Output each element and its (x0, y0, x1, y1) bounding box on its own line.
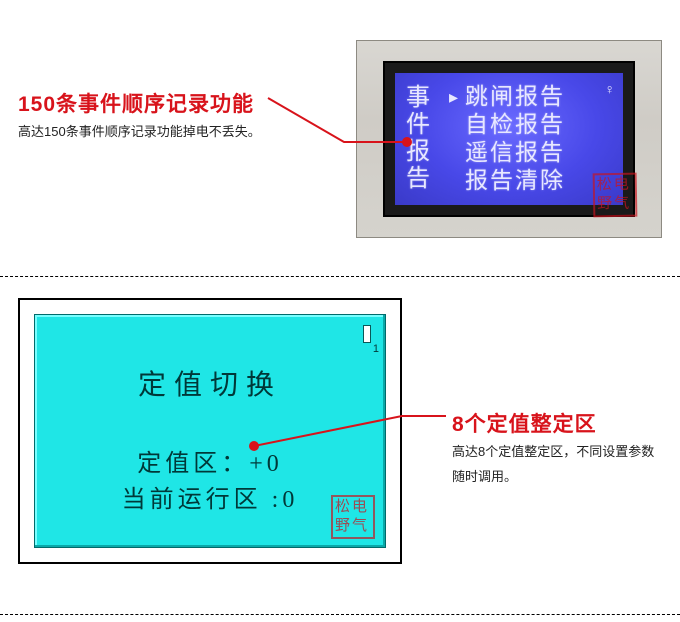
lcd2-corner-index: 1 (373, 343, 379, 355)
lcd2-row2-value: 0 (282, 487, 298, 513)
lcd2-row-setting-zone: 定值区：+0 (35, 443, 385, 478)
lcd1-menu-item: 遥信报告 (465, 139, 565, 167)
lcd1-menu-item: 跳闸报告 (465, 83, 565, 111)
lcd1-corner-icon: ♀ (605, 81, 616, 97)
device1-panel: 事 件 报 告 ▸ 跳闸报告 自检报告 遥信报告 报告清除 ♀ 松电野气 (356, 40, 662, 238)
lcd1-menu: 跳闸报告 自检报告 遥信报告 报告清除 (465, 83, 565, 195)
lcd2-row1-label: 定值区： (137, 451, 249, 477)
lcd2-row2-label: 当前运行区 : (122, 487, 283, 513)
lcd1-vertical-label: 事 件 报 告 (405, 85, 431, 193)
section-event-records: 150条事件顺序记录功能 高达150条事件顺序记录功能掉电不丢失。 事 件 报 … (0, 0, 680, 262)
device2-frame: 1 定值切换 定值区：+0 当前运行区 :0 松电野气 (18, 298, 402, 564)
lcd1-menu-item: 报告清除 (465, 167, 565, 195)
lcd1-menu-item: 自检报告 (465, 111, 565, 139)
watermark-stamp: 松电野气 (331, 495, 375, 539)
lcd1-cursor-icon: ▸ (449, 87, 458, 108)
lcd2-title: 定值切换 (35, 363, 385, 403)
feature2-description: 高达8个定值整定区，不同设置参数随时调用。 (452, 440, 666, 489)
divider-1 (0, 276, 680, 277)
section-setting-zones: 1 定值切换 定值区：+0 当前运行区 :0 松电野气 8个定值整定区 高达8个… (0, 292, 680, 602)
lcd1-v-char: 告 (405, 166, 431, 193)
lcd2-row1-value: +0 (249, 451, 283, 477)
feature1-title: 150条事件顺序记录功能 (18, 88, 254, 118)
watermark-stamp: 松电野气 (593, 173, 638, 218)
device2-lcd: 1 定值切换 定值区：+0 当前运行区 :0 松电野气 (34, 314, 386, 548)
feature2-title: 8个定值整定区 (452, 408, 597, 438)
lcd1-v-char: 件 (405, 112, 431, 139)
feature1-description: 高达150条事件顺序记录功能掉电不丢失。 (18, 120, 318, 145)
divider-2 (0, 614, 680, 615)
lcd1-v-char: 报 (405, 139, 431, 166)
lcd1-v-char: 事 (405, 85, 431, 112)
device1-lcd: 事 件 报 告 ▸ 跳闸报告 自检报告 遥信报告 报告清除 ♀ (395, 73, 623, 205)
